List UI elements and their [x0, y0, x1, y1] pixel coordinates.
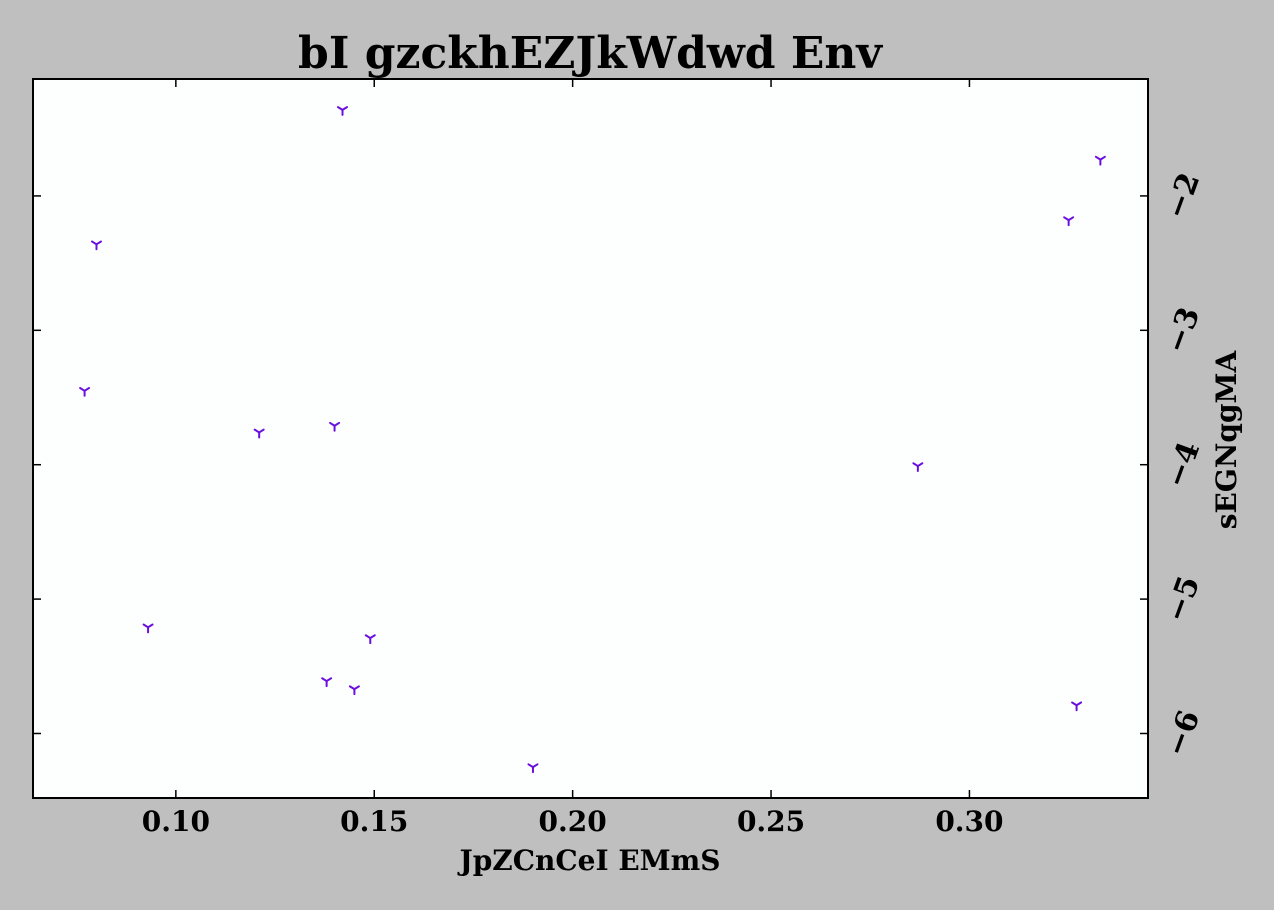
x-tick-label: 0.15	[340, 805, 408, 838]
x-tick-label: 0.30	[935, 805, 1003, 838]
data-points	[79, 106, 1106, 774]
data-point	[329, 421, 341, 432]
x-tick-label: 0.10	[142, 805, 210, 838]
x-tick-label: 0.20	[539, 805, 607, 838]
x-tick-label: 0.25	[737, 805, 805, 838]
data-point	[337, 106, 349, 116]
data-point	[79, 386, 91, 397]
data-point	[527, 763, 539, 774]
data-point	[912, 462, 924, 473]
y-tick-label: −3	[1159, 303, 1208, 358]
data-point	[142, 623, 154, 634]
y-tick-label: −5	[1159, 571, 1208, 626]
y-tick-label: −6	[1159, 706, 1208, 761]
x-axis-ticks: 0.10 0.15 0.20 0.25 0.30	[142, 79, 1004, 838]
y-tick-label: −2	[1159, 168, 1208, 223]
x-axis-label: JpZCnCeI EMmS	[456, 844, 720, 877]
y-axis-label: sEGNqgMA	[1210, 349, 1243, 529]
data-point	[253, 428, 265, 439]
y-tick-label: −4	[1159, 437, 1208, 492]
data-point	[348, 685, 360, 696]
data-point	[1094, 155, 1106, 166]
data-point	[1063, 216, 1075, 227]
chart-title: bI gzckhEZJkWdwd Env	[298, 28, 883, 79]
data-point	[321, 677, 333, 688]
data-point	[1071, 701, 1083, 712]
data-point	[364, 634, 376, 645]
data-point	[90, 240, 102, 251]
plot-area	[32, 78, 1149, 799]
